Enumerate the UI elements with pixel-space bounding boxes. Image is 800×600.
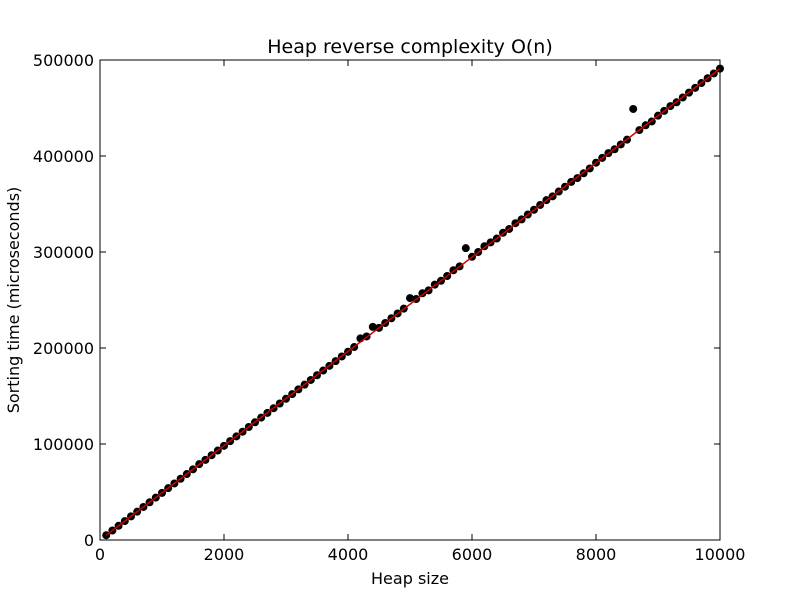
y-tick-label: 300000 xyxy=(33,243,94,262)
y-tick-label: 100000 xyxy=(33,435,94,454)
x-tick-label: 8000 xyxy=(576,545,617,564)
data-point xyxy=(368,322,377,331)
y-tick-label: 200000 xyxy=(33,339,94,358)
y-axis-label: Sorting time (microseconds) xyxy=(4,187,23,414)
data-point xyxy=(406,294,414,303)
fit-line-layer xyxy=(105,68,721,536)
x-tick-label: 4000 xyxy=(328,545,369,564)
y-tick-label: 0 xyxy=(84,531,94,550)
x-tick-label: 6000 xyxy=(452,545,493,564)
plot-frame xyxy=(99,59,721,541)
x-tick-label: 10000 xyxy=(695,545,746,564)
x-axis-label: Heap size xyxy=(371,569,449,588)
ticks-layer: 0 2000 4000 6000 8000 10000010000020000030000… xyxy=(33,51,746,564)
chart-title: Heap reverse complexity O(n) xyxy=(267,36,553,58)
fit-line xyxy=(105,68,721,536)
x-tick-label: 2000 xyxy=(204,545,245,564)
data-point xyxy=(480,242,489,251)
data-point xyxy=(418,289,427,298)
y-tick-label: 400000 xyxy=(33,147,94,166)
y-tick-label: 500000 xyxy=(33,51,94,70)
x-tick-label: 0 xyxy=(95,545,105,564)
data-point xyxy=(629,104,638,113)
data-point xyxy=(461,244,470,253)
